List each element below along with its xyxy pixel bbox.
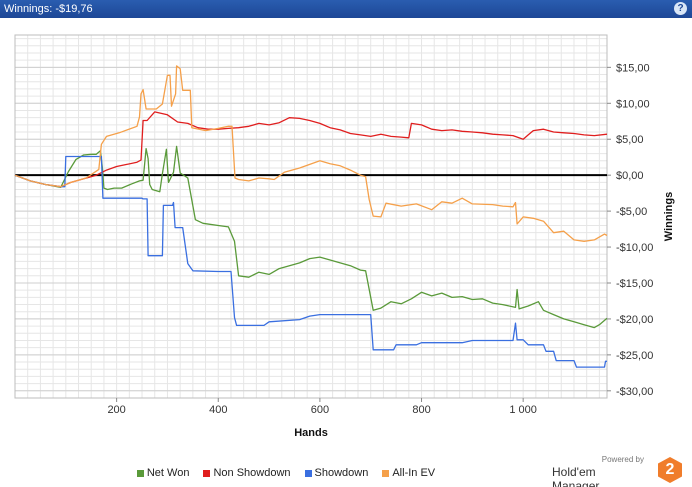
x-tick-label: 200 [107,404,125,416]
window-titlebar: Winnings: -$19,76 ? [0,0,692,18]
legend-item: Net Won [136,464,190,482]
x-tick-label: 800 [412,404,430,416]
legend-label: Non Showdown [213,467,291,479]
window-title: Winnings: -$19,76 [4,3,93,15]
winnings-chart: 200 400 600 800 1 000 $15,00 $10,00 $5,00 $0,00 -… [0,18,692,448]
y-tick-label: $5,00 [616,134,644,146]
legend-label: Showdown [314,467,369,479]
legend-label: All-In EV [392,467,436,479]
legend-item: Showdown [304,464,369,482]
y-tick-label: -$25,00 [616,350,653,362]
x-tick-label: 1 000 [509,404,537,416]
y-tick-label: -$20,00 [616,314,653,326]
x-tick-label: 600 [311,404,329,416]
y-tick-label: -$10,00 [616,242,653,254]
legend-swatch [382,469,390,477]
help-icon[interactable]: ? [674,2,687,15]
brand-block: Powered by Hold'em Manager 2 [552,455,682,487]
x-axis-title: Hands [294,427,328,439]
y-tick-label: $10,00 [616,98,650,110]
chart-svg: 200 400 600 800 1 000 $15,00 $10,00 $5,00 $0,00 -… [14,34,675,439]
series-line-non-showdown [14,111,608,188]
x-tick-label: 400 [209,404,227,416]
y-tick-label: $0,00 [616,170,644,182]
legend-swatch [136,469,144,477]
plot-border [14,34,608,399]
legend-item: All-In EV [382,464,435,482]
y-tick-label: -$15,00 [616,278,653,290]
legend-item: Non Showdown [203,464,291,482]
y-tick-label: $15,00 [616,62,650,74]
y-tick-label: -$30,00 [616,386,653,398]
legend-swatch [304,469,312,477]
y-axis-title: Winnings [663,192,675,241]
chart-legend: Net Won Non Showdown Showdown All-In EV [0,464,692,482]
brand-name: Hold'em Manager [552,465,600,487]
brand-powered-text: Powered by [601,455,644,464]
brand-logo-icon: 2 [658,457,682,483]
series-line-net-won [14,145,608,329]
series-line-all-in-ev [14,65,608,242]
series-line-showdown [14,155,607,368]
legend-swatch [203,469,211,477]
y-tick-label: -$5,00 [616,206,647,218]
legend-label: Net Won [146,467,190,479]
